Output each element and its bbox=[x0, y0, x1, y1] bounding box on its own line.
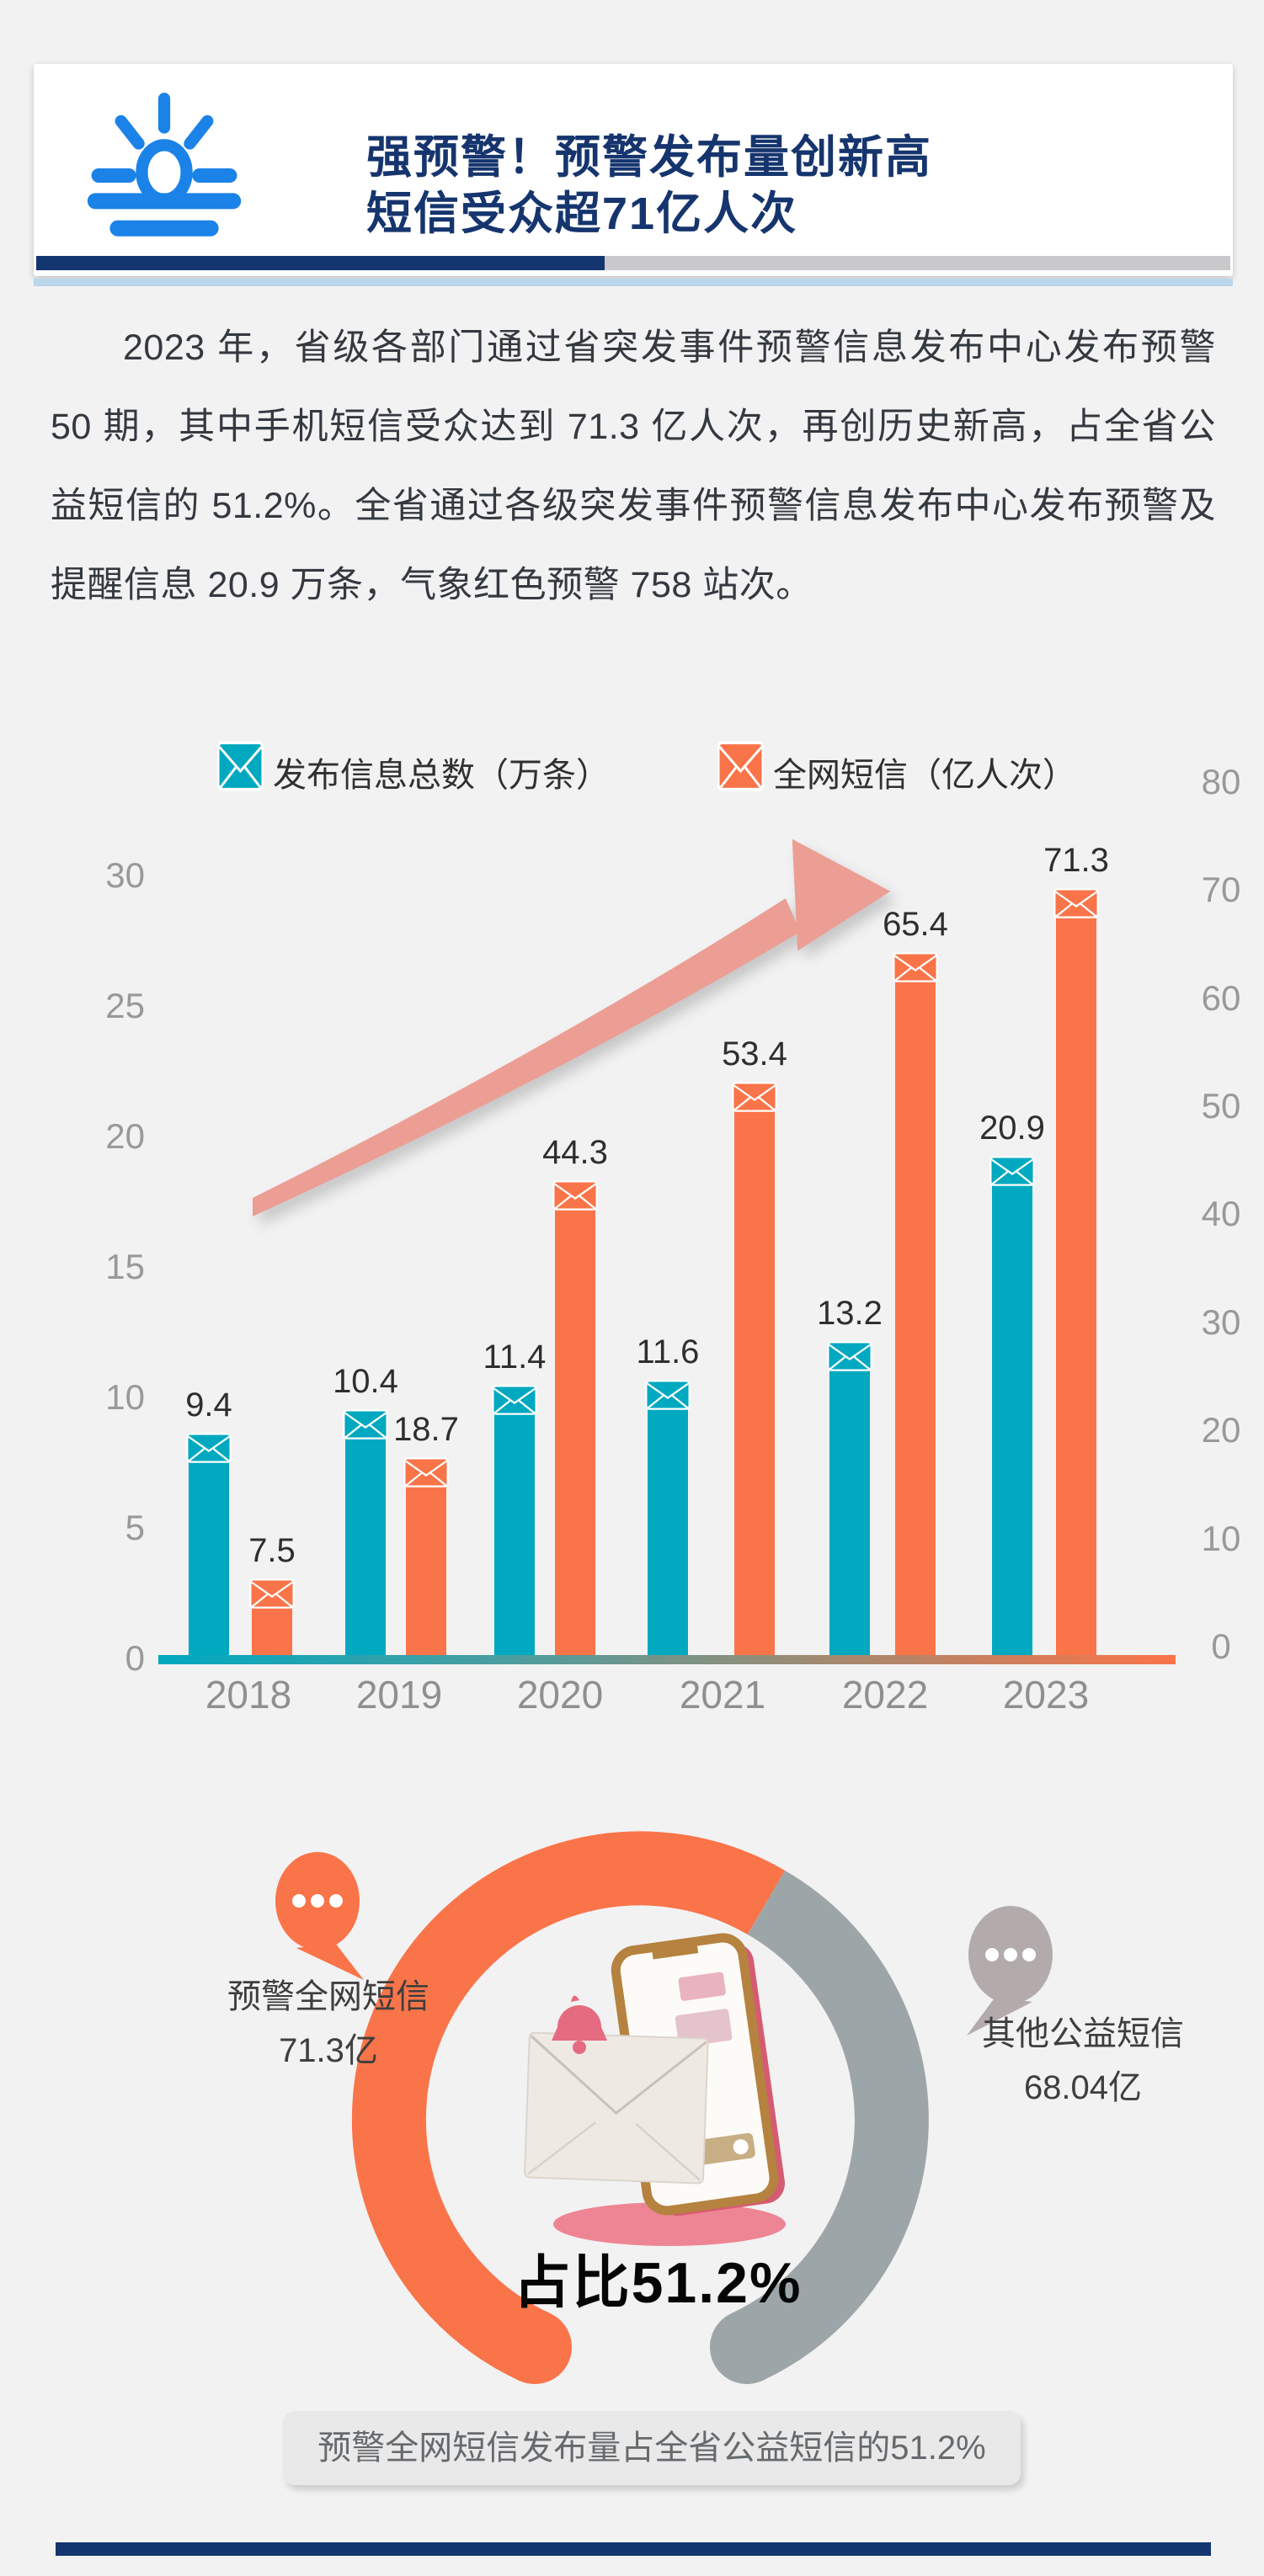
bar-value-label: 65.4 bbox=[883, 906, 948, 943]
left-axis-tick-10: 10 bbox=[105, 1377, 145, 1417]
donut-center-label: 占比51.2% bbox=[513, 2251, 803, 2315]
left-axis-tick-30: 30 bbox=[105, 855, 145, 895]
envelope-icon bbox=[732, 1082, 777, 1112]
legend-label-sms: 全网短信（亿人次） bbox=[773, 757, 1076, 794]
bar-2019-sms bbox=[403, 1457, 449, 1660]
caption-text: 预警全网短信发布量占全省公益短信的51.2% bbox=[317, 2430, 986, 2467]
bar-value-label: 10.4 bbox=[333, 1363, 398, 1400]
envelope-icon bbox=[524, 2031, 709, 2185]
x-axis-label-2022: 2022 bbox=[841, 1673, 929, 1716]
header-underline bbox=[34, 279, 1233, 286]
donut-gray-arc bbox=[710, 1870, 929, 2384]
envelope-icon bbox=[645, 1380, 691, 1410]
envelope-icon bbox=[989, 1156, 1035, 1186]
left-axis-tick-0: 0 bbox=[125, 1638, 145, 1678]
x-axis-label-2021: 2021 bbox=[679, 1673, 766, 1716]
bar-2023-total bbox=[989, 1156, 1035, 1660]
envelope-icon bbox=[827, 1341, 872, 1371]
legend-label-total: 发布信息总数（万条） bbox=[273, 757, 610, 794]
right-axis-tick-10: 10 bbox=[1201, 1518, 1241, 1558]
x-axis-label-2019: 2019 bbox=[355, 1673, 443, 1716]
bar-2023-sms bbox=[1053, 888, 1099, 1660]
legend-envelope-icon-total bbox=[217, 741, 264, 791]
intro-paragraph: 2023 年，省级各部门通过省突发事件预警信息发布中心发布预警 50 期，其中手… bbox=[51, 327, 1216, 605]
phone-shadow bbox=[553, 2202, 786, 2246]
header-card: 强预警！预警发布量创新高 短信受众超71亿人次 bbox=[34, 64, 1233, 276]
bar-2020-sms bbox=[552, 1180, 598, 1660]
bar-value-label: 18.7 bbox=[393, 1411, 459, 1448]
envelope-icon bbox=[492, 1385, 537, 1415]
right-axis-tick-50: 50 bbox=[1201, 1086, 1241, 1126]
bar-value-label: 9.4 bbox=[185, 1386, 232, 1424]
right-axis-tick-40: 40 bbox=[1201, 1194, 1241, 1234]
envelope-icon bbox=[893, 952, 938, 982]
phone-alert-illustration bbox=[524, 1933, 786, 2246]
bar-2021-sms bbox=[732, 1082, 777, 1660]
x-axis-line bbox=[158, 1655, 1176, 1664]
right-axis-tick-60: 60 bbox=[1201, 977, 1241, 1018]
left-axis-tick-15: 15 bbox=[105, 1247, 145, 1286]
page-title-line2: 短信受众超71亿人次 bbox=[366, 189, 798, 239]
legend-envelope-icon-sms bbox=[717, 741, 764, 791]
right-axis-tick-70: 70 bbox=[1201, 870, 1241, 910]
envelope-icon bbox=[186, 1433, 232, 1463]
bar-value-label: 11.4 bbox=[483, 1339, 547, 1376]
left-axis-tick-25: 25 bbox=[105, 986, 145, 1025]
bar-2021-total bbox=[645, 1380, 691, 1660]
bar-value-label: 20.9 bbox=[979, 1110, 1045, 1147]
bar-2022-total bbox=[827, 1341, 872, 1660]
sunrise-icon bbox=[80, 88, 248, 247]
caption-pill: 预警全网短信发布量占全省公益短信的51.2% bbox=[283, 2411, 1021, 2485]
bar-chart: 发布信息总数（万条） 全网短信（亿人次） 0 5 10 15 20 25 30 0 10 20 30… bbox=[0, 724, 1264, 1734]
envelope-icon bbox=[343, 1409, 388, 1440]
left-axis-tick-20: 20 bbox=[105, 1116, 145, 1156]
bar-value-label: 44.3 bbox=[542, 1134, 608, 1171]
bar-2018-total bbox=[186, 1433, 232, 1660]
page-title-line1: 强预警！预警发布量创新高 bbox=[366, 132, 932, 183]
bar-value-label: 71.3 bbox=[1043, 842, 1109, 879]
x-axis-label-2018: 2018 bbox=[205, 1673, 292, 1716]
left-axis-tick-5: 5 bbox=[125, 1508, 145, 1547]
right-axis-tick-0: 0 bbox=[1211, 1626, 1231, 1666]
envelope-icon bbox=[249, 1578, 295, 1609]
speech-bubble-dots-icon bbox=[275, 1852, 364, 1980]
right-axis-tick-30: 30 bbox=[1201, 1301, 1241, 1342]
bar-value-label: 53.4 bbox=[722, 1035, 787, 1072]
bar-2022-sms bbox=[893, 952, 938, 1660]
bar-value-label: 13.2 bbox=[817, 1295, 883, 1332]
alert-bell-icon bbox=[552, 1995, 607, 2054]
bar-2018-sms bbox=[249, 1578, 295, 1660]
bar-value-label: 7.5 bbox=[248, 1532, 296, 1569]
envelope-icon bbox=[552, 1180, 598, 1211]
donut-gray-label: 其他公益短信 68.04亿 bbox=[982, 2015, 1184, 2106]
bar-2019-total bbox=[343, 1409, 388, 1660]
growth-arrow-icon bbox=[253, 838, 891, 1216]
x-axis-label-2023: 2023 bbox=[1002, 1673, 1090, 1716]
x-axis-label-2020: 2020 bbox=[516, 1673, 604, 1716]
header-accent-bar bbox=[36, 256, 1230, 270]
speech-bubble-dots-icon bbox=[967, 1906, 1053, 2036]
envelope-icon bbox=[403, 1457, 449, 1488]
header-accent-navy bbox=[36, 256, 605, 270]
right-axis-tick-80: 80 bbox=[1201, 761, 1241, 801]
bar-value-label: 11.6 bbox=[636, 1333, 700, 1370]
bar-2020-total bbox=[492, 1385, 537, 1660]
header-accent-silver bbox=[605, 256, 1230, 270]
right-axis-tick-20: 20 bbox=[1201, 1410, 1241, 1450]
envelope-icon bbox=[1053, 888, 1099, 918]
donut-orange-arc bbox=[351, 1831, 786, 2384]
bottom-accent-bar bbox=[56, 2542, 1211, 2556]
donut-chart bbox=[275, 1831, 1053, 2384]
donut-orange-label: 预警全网短信 71.3亿 bbox=[227, 1978, 429, 2069]
